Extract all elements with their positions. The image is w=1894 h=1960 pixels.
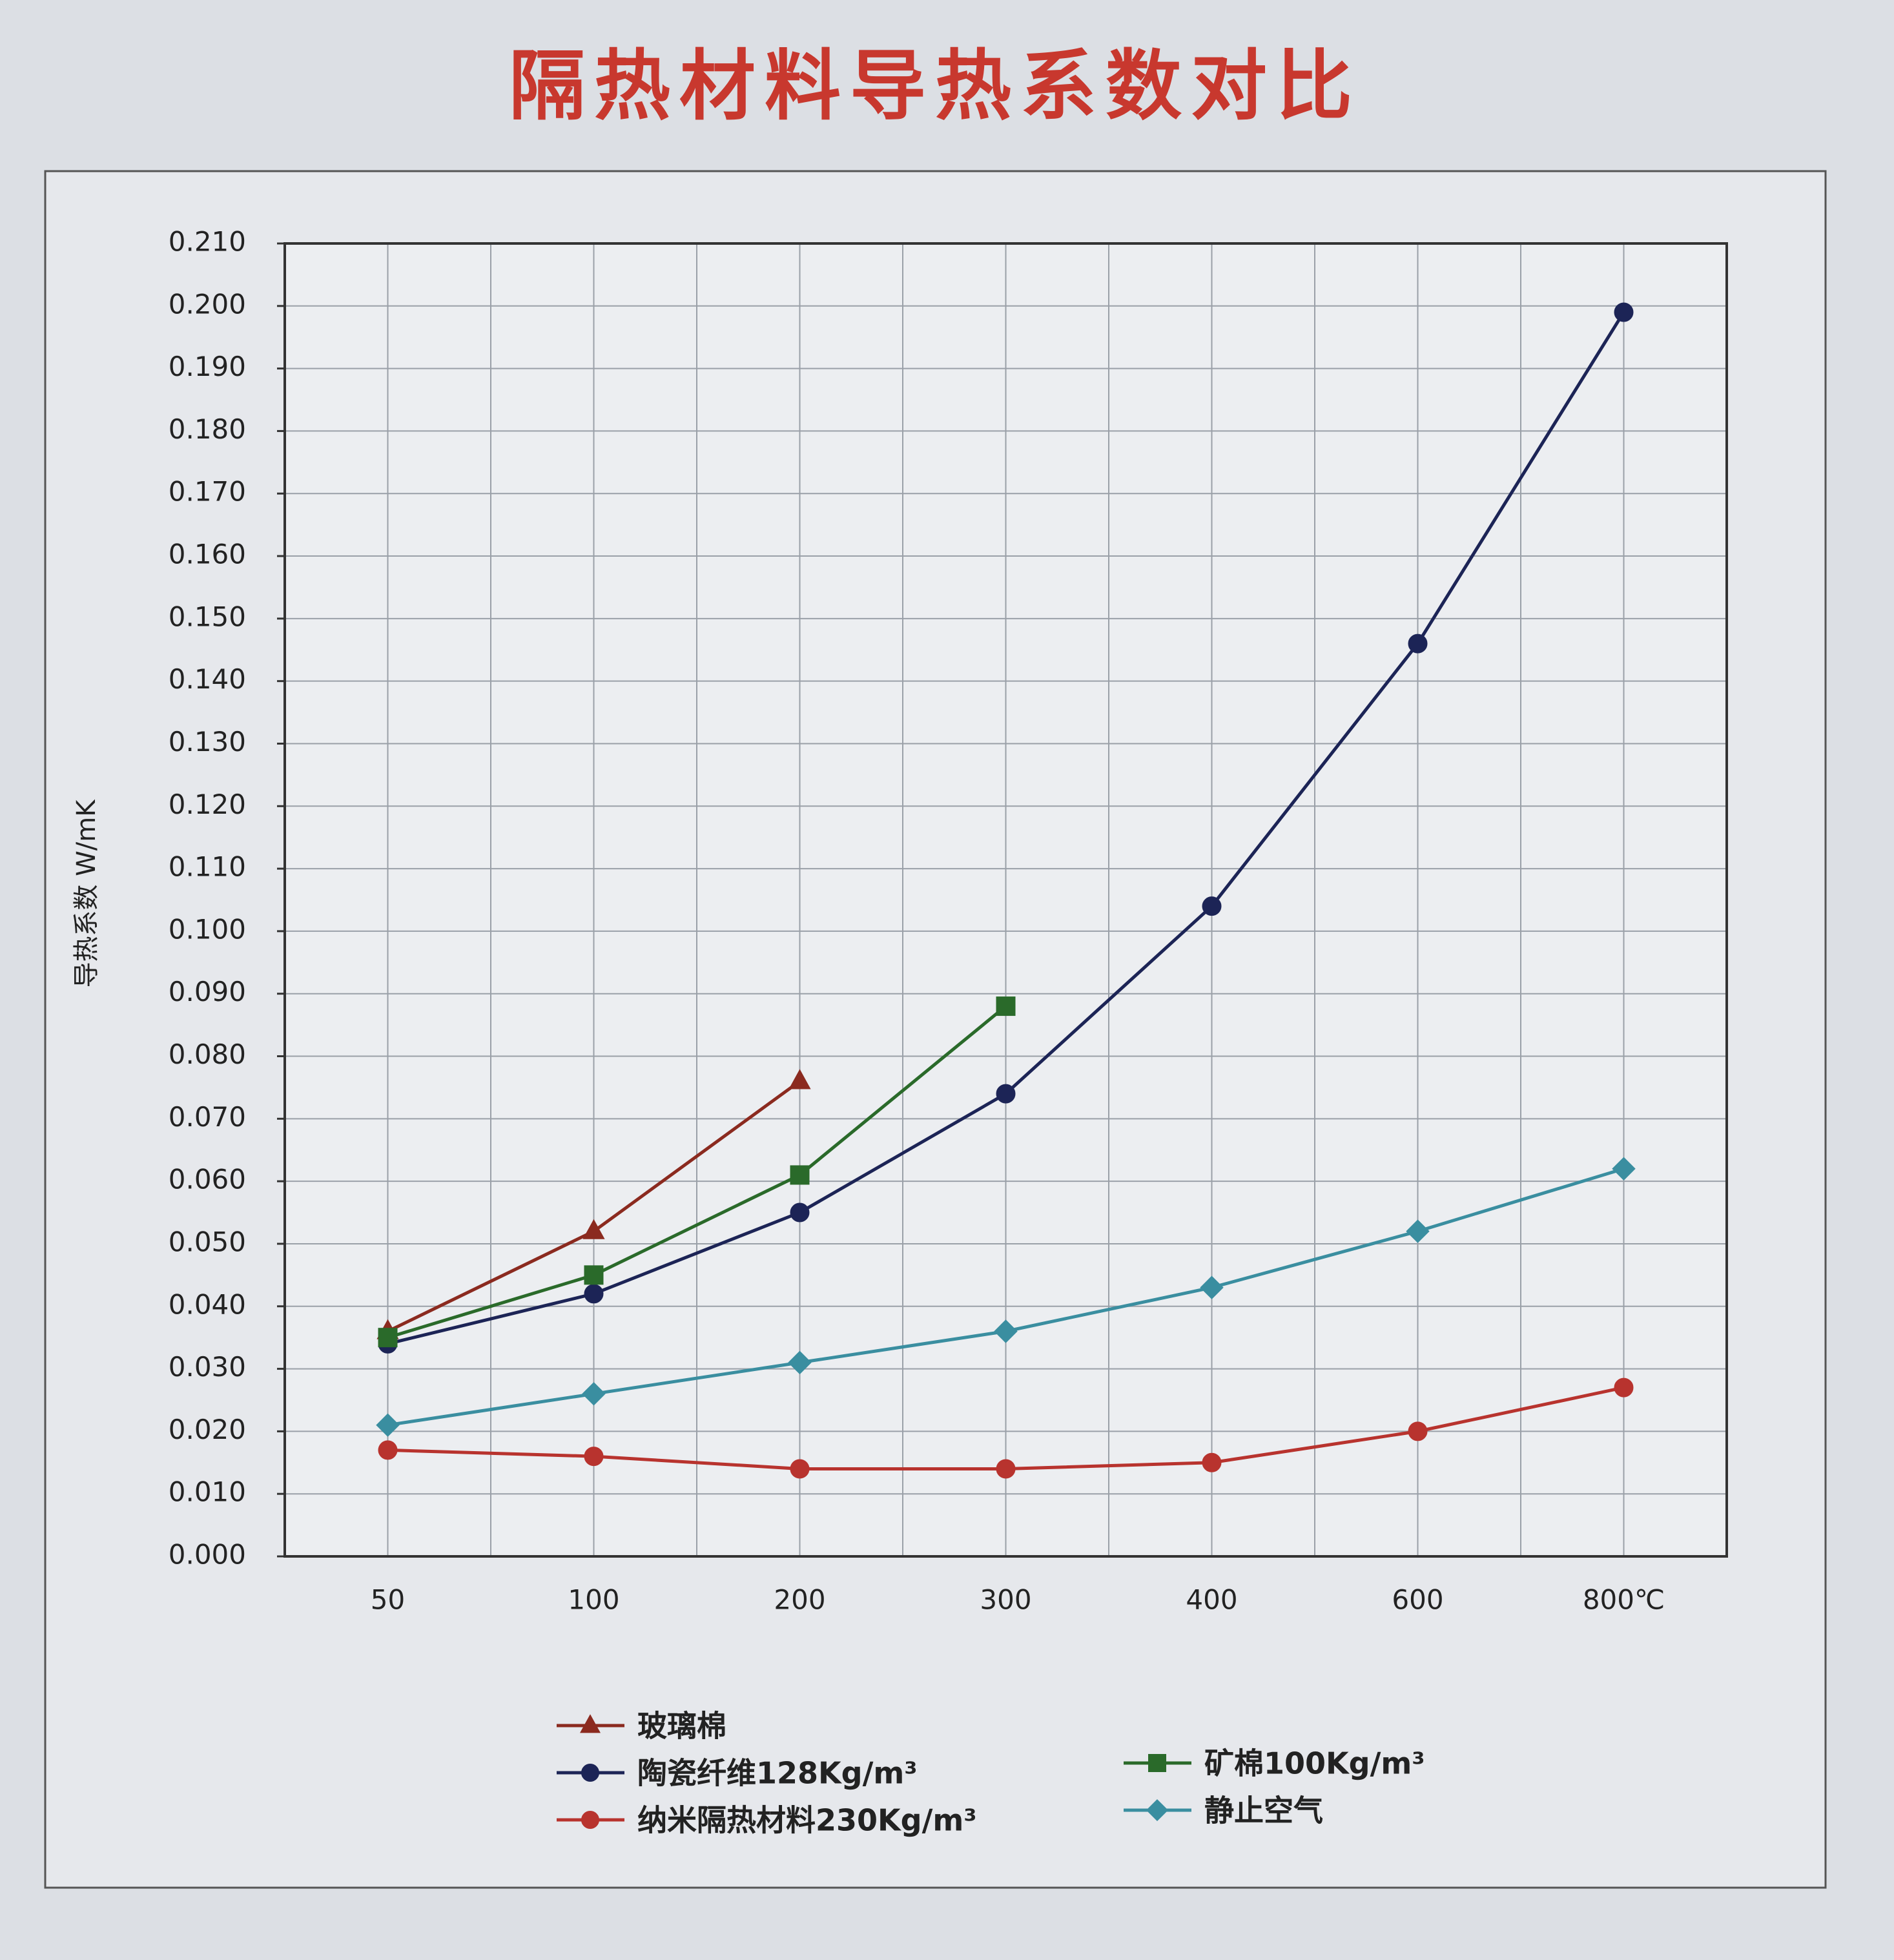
y-tick-label: 0.150 [169,601,246,632]
y-tick-label: 0.090 [169,976,246,1007]
y-tick-label: 0.130 [169,726,246,758]
marker [1614,302,1634,322]
marker [790,1165,810,1185]
y-tick-label: 0.000 [169,1539,246,1571]
marker [996,996,1016,1016]
y-tick-label: 0.210 [169,226,246,258]
legend-label: 静止空气 [1204,1793,1323,1828]
marker [582,1382,606,1406]
x-tick-label: 200 [774,1584,825,1616]
marker [994,1319,1018,1343]
marker [580,1714,601,1733]
x-tick-label: 100 [568,1584,619,1616]
marker [1148,1754,1166,1772]
y-tick-label: 0.050 [169,1226,246,1257]
marker [378,1328,398,1348]
series-line [387,1005,1007,1339]
marker [790,1459,810,1479]
marker [1406,1219,1430,1243]
marker [1408,1421,1428,1441]
marker [1614,1377,1634,1398]
marker [1202,896,1222,916]
y-tick-label: 0.030 [169,1351,246,1383]
y-tick-label: 0.200 [169,288,246,320]
x-tick-label: 800℃ [1583,1584,1665,1616]
x-tick-label: 300 [980,1584,1031,1616]
y-axis-label: 导热系数 W/mK [72,799,101,988]
marker [1146,1799,1169,1822]
marker [581,1811,599,1829]
marker [584,1284,604,1304]
y-tick-label: 0.170 [169,476,246,508]
y-tick-label: 0.080 [169,1038,246,1070]
y-tick-label: 0.180 [169,413,246,445]
marker [581,1764,599,1782]
legend-label: 纳米隔热材料230Kg/m³ [637,1803,976,1838]
x-tick-label: 600 [1392,1584,1443,1616]
marker [584,1447,604,1467]
marker [378,1440,398,1460]
x-tick-label: 400 [1186,1584,1237,1616]
marker [996,1084,1016,1104]
x-tick-label: 50 [371,1584,405,1616]
marker [1612,1157,1636,1181]
marker [582,1219,605,1239]
marker [1200,1275,1224,1299]
chart-title: 隔热材料导热系数对比 [509,41,1361,130]
marker [376,1413,400,1437]
legend-label: 玻璃棉 [637,1709,726,1744]
marker [788,1350,812,1375]
y-tick-label: 0.110 [169,851,246,883]
marker [584,1265,604,1285]
marker [790,1202,810,1222]
y-tick-label: 0.020 [169,1414,246,1445]
legend-label: 矿棉100Kg/m³ [1204,1746,1425,1781]
y-tick-label: 0.060 [169,1164,246,1195]
y-tick-label: 0.120 [169,789,246,820]
marker [1202,1452,1222,1472]
y-tick-label: 0.070 [169,1101,246,1133]
y-tick-label: 0.190 [169,351,246,382]
plot-border [283,242,1728,1558]
y-tick-label: 0.040 [169,1288,246,1320]
marker [1408,634,1428,654]
y-tick-label: 0.010 [169,1476,246,1508]
y-tick-label: 0.100 [169,913,246,945]
legend-label: 陶瓷纤维128Kg/m³ [637,1756,917,1791]
y-tick-label: 0.160 [169,539,246,570]
y-tick-label: 0.140 [169,663,246,695]
marker [788,1069,811,1089]
marker [996,1459,1016,1479]
